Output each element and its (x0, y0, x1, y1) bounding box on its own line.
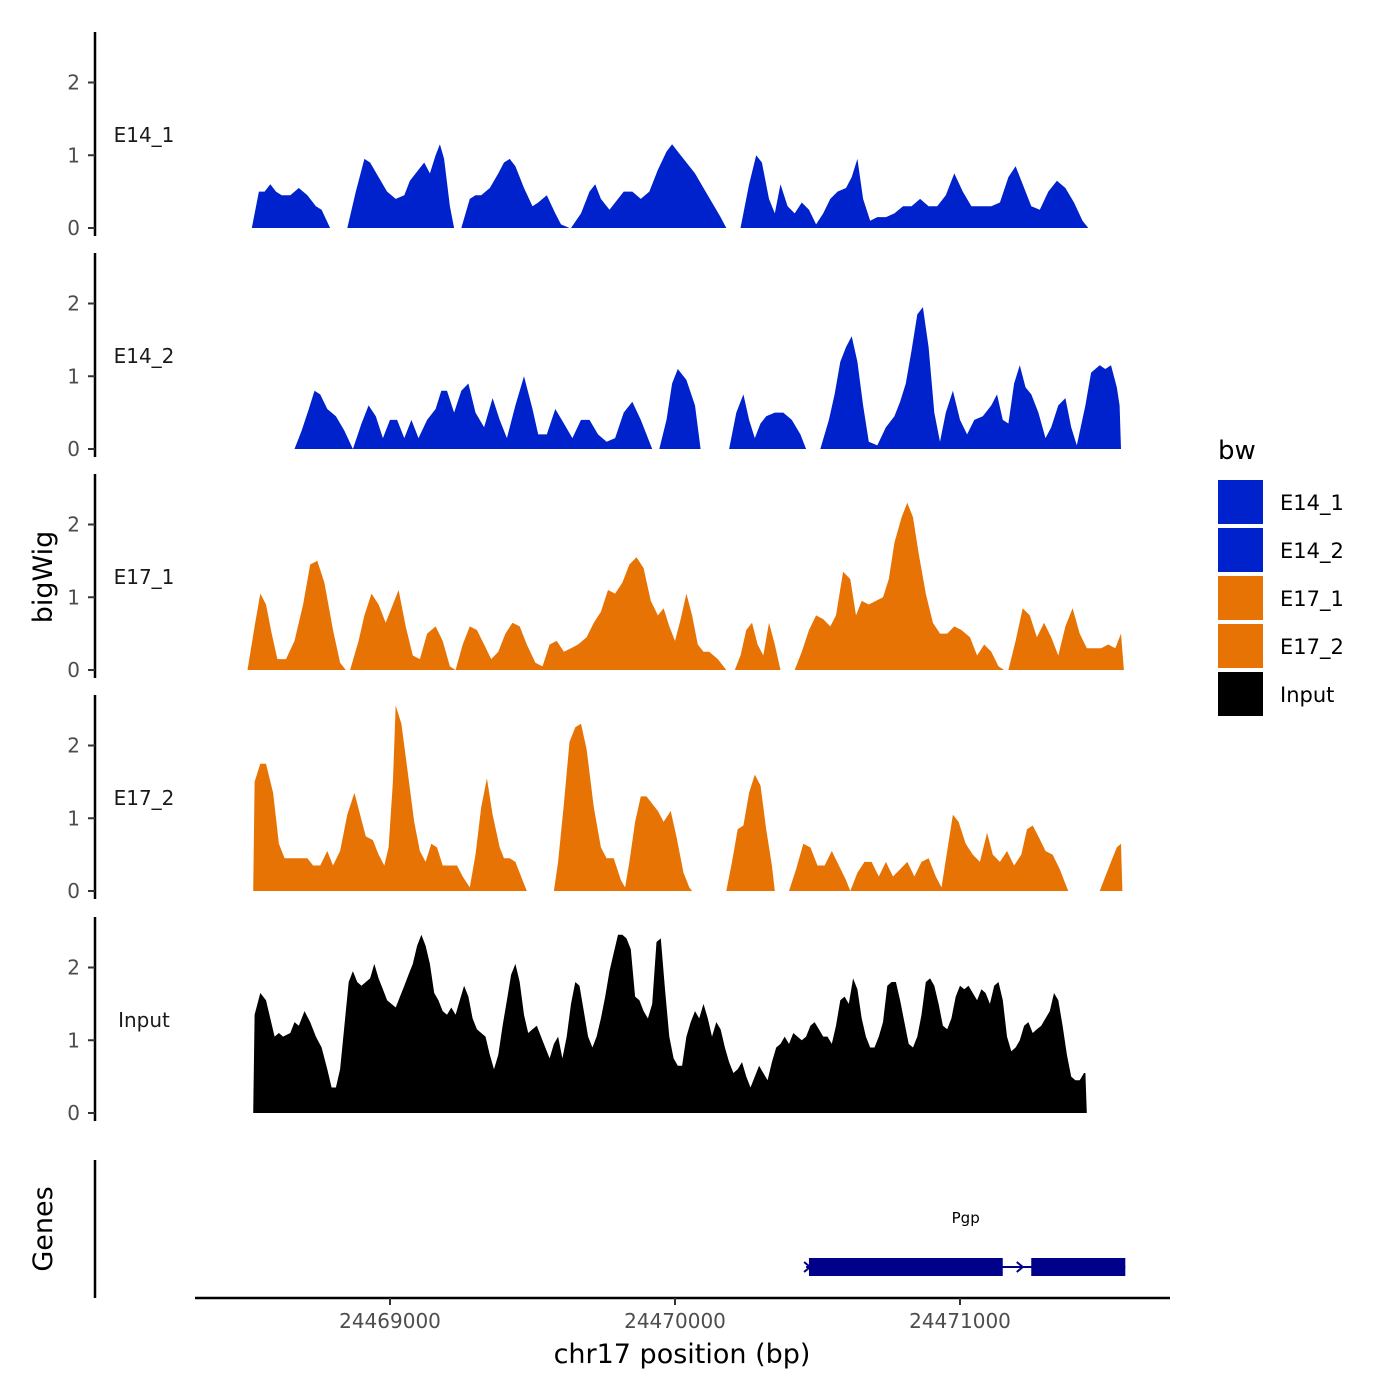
track-e17-2: 0 1 2 E17_2 (67, 695, 1123, 903)
signal-area (553, 723, 693, 891)
y-tick-label: 2 (67, 956, 80, 980)
y-tick-label: 0 (67, 1101, 80, 1125)
legend-label: Input (1280, 683, 1334, 707)
signal-area (820, 307, 1121, 449)
track-name-label: Input (118, 1008, 170, 1032)
signal-area (347, 144, 455, 228)
x-tick-label: 24470000 (624, 1309, 726, 1333)
legend-item-e14-1: E14_1 (1218, 480, 1344, 524)
genes-axis-title: Genes (28, 1186, 59, 1271)
y-tick-label: 1 (67, 364, 80, 388)
signal-area (571, 144, 727, 228)
gene-track: Pgp (93, 1160, 1126, 1298)
signal-area (740, 155, 1089, 228)
legend-item-e17-1: E17_1 (1218, 576, 1344, 620)
track-e17-1: 0 1 2 E17_1 (67, 474, 1124, 682)
signal-area (350, 557, 727, 670)
signal-area (253, 934, 1087, 1113)
signal-area (294, 376, 653, 449)
strand-arrow (803, 1261, 812, 1273)
y-tick-label: 0 (67, 216, 80, 240)
y-axis-title: bigWig (28, 531, 59, 624)
legend-label: E17_1 (1280, 587, 1344, 612)
signal-tracks: 0 1 2 E14_1 0 1 2 E14_2 0 1 2 E17_1 0 1 2 E17_2 0 1 2 Input (67, 32, 1124, 1125)
y-tick-label: 0 (67, 437, 80, 461)
track-name-label: E14_1 (114, 123, 175, 147)
legend: bw E14_1 E14_2 E17_1 E17_2 Input (1218, 436, 1344, 716)
legend-item-e14-2: E14_2 (1218, 528, 1344, 572)
legend-swatch (1218, 576, 1263, 620)
gene-pgp: Pgp (803, 1209, 1126, 1276)
signal-area (659, 369, 701, 449)
legend-label: E14_2 (1280, 539, 1344, 564)
legend-swatch (1218, 528, 1263, 572)
signal-area (794, 502, 1005, 670)
legend-item-input: Input (1218, 672, 1334, 716)
y-tick-label: 2 (67, 513, 80, 537)
x-tick-label: 24469000 (339, 1309, 441, 1333)
y-tick-label: 2 (67, 292, 80, 316)
track-e14-1: 0 1 2 E14_1 (67, 32, 1089, 240)
track-name-label: E17_1 (114, 565, 175, 589)
legend-item-e17-2: E17_2 (1218, 624, 1344, 668)
gene-exon (1031, 1258, 1126, 1276)
y-tick-label: 0 (67, 879, 80, 903)
track-e14-2: 0 1 2 E14_2 (67, 253, 1121, 461)
x-tick-label: 24471000 (909, 1309, 1011, 1333)
y-tick-label: 1 (67, 143, 80, 167)
y-tick-label: 2 (67, 734, 80, 758)
x-axis: 24469000 24470000 24471000 (195, 1296, 1170, 1333)
gene-name-label: Pgp (952, 1209, 980, 1227)
signal-area (734, 622, 781, 670)
legend-swatch (1218, 480, 1263, 524)
signal-area (251, 184, 331, 228)
track-input: 0 1 2 Input (67, 917, 1087, 1125)
legend-title: bw (1218, 436, 1256, 466)
y-tick-label: 2 (67, 71, 80, 95)
legend-swatch (1218, 672, 1263, 716)
signal-area (461, 158, 570, 228)
signal-area (789, 814, 1069, 891)
signal-area (253, 705, 527, 891)
signal-area (1008, 608, 1124, 670)
track-name-label: E14_2 (114, 344, 175, 368)
y-tick-label: 1 (67, 806, 80, 830)
y-tick-label: 0 (67, 658, 80, 682)
track-name-label: E17_2 (114, 786, 175, 810)
signal-area (729, 394, 807, 449)
strand-arrow (1016, 1261, 1025, 1273)
y-tick-label: 1 (67, 585, 80, 609)
signal-area (1099, 843, 1123, 891)
legend-swatch (1218, 624, 1263, 668)
legend-label: E17_2 (1280, 635, 1344, 660)
signal-area (247, 560, 346, 670)
x-axis-title: chr17 position (bp) (554, 1339, 811, 1370)
legend-label: E14_1 (1280, 491, 1344, 516)
gene-exon (808, 1258, 1003, 1276)
y-tick-label: 1 (67, 1028, 80, 1052)
signal-area (726, 774, 775, 891)
